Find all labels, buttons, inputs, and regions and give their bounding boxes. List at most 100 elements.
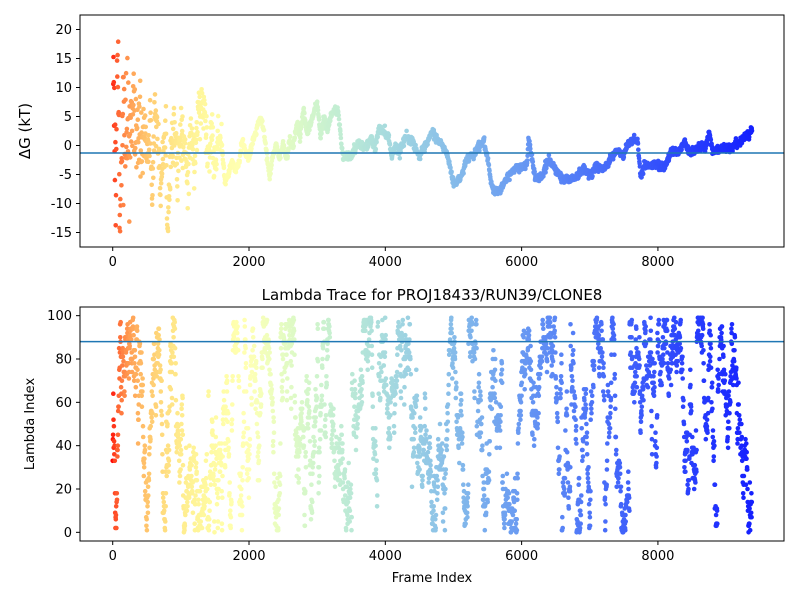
lambda-point xyxy=(428,469,434,475)
lambda-point xyxy=(292,337,297,342)
lambda-point xyxy=(565,480,571,485)
lambda-point xyxy=(363,328,368,334)
lambda-point xyxy=(282,369,287,375)
lambda-point xyxy=(422,395,428,401)
lambda-point xyxy=(246,467,252,472)
lambda-point xyxy=(374,478,380,483)
lambda-point xyxy=(276,527,281,533)
lambda-point xyxy=(302,512,307,518)
lambda-point xyxy=(476,384,482,390)
lambda-point xyxy=(260,356,265,362)
lambda-point xyxy=(163,504,168,509)
dg-point xyxy=(150,159,156,165)
dg-point xyxy=(221,165,227,171)
lambda-point xyxy=(481,480,487,485)
lambda-point xyxy=(443,486,448,492)
dg-point xyxy=(165,228,171,234)
lambda-point xyxy=(339,423,344,429)
lambda-point xyxy=(649,423,654,429)
lambda-point xyxy=(399,348,404,353)
lambda-point xyxy=(532,436,537,442)
dg-axes-frame xyxy=(79,14,785,248)
lambda-point xyxy=(576,482,581,488)
lambda-point xyxy=(554,384,559,390)
lambda-point xyxy=(372,439,378,444)
lambda-point xyxy=(240,504,245,509)
lambda-point xyxy=(112,443,117,449)
lambda-point xyxy=(246,475,251,481)
lambda-point xyxy=(327,324,332,329)
lambda-point xyxy=(411,449,417,455)
lambda-point xyxy=(316,480,322,485)
lambda-point xyxy=(353,447,359,453)
lambda-point xyxy=(243,389,249,394)
lambda-point xyxy=(648,328,654,334)
lambda-point xyxy=(554,410,560,416)
lambda-point xyxy=(516,426,521,431)
dg-point xyxy=(219,142,225,148)
lambda-point xyxy=(271,471,277,477)
lambda-point xyxy=(343,527,349,533)
dg-point xyxy=(163,118,168,123)
lambda-point xyxy=(500,480,505,485)
dg-point xyxy=(307,127,312,133)
lambda-point xyxy=(131,326,136,332)
lambda-point xyxy=(299,406,305,412)
dg-point xyxy=(124,126,130,132)
dg-point xyxy=(447,159,452,164)
dg-point xyxy=(336,116,342,122)
lambda-point xyxy=(193,452,199,457)
lambda-point xyxy=(571,361,576,366)
lambda-point xyxy=(206,527,212,533)
dg-point xyxy=(114,146,119,152)
lambda-point xyxy=(583,406,589,412)
lambda-point xyxy=(454,384,459,390)
lambda-point xyxy=(140,423,146,429)
lambda-point xyxy=(472,356,478,362)
lambda-point xyxy=(469,322,475,327)
lambda-point xyxy=(148,423,153,429)
lambda-point xyxy=(140,389,145,394)
lambda-point xyxy=(599,354,605,360)
lambda-point xyxy=(519,393,524,399)
lambda-point xyxy=(268,382,274,388)
lambda-point xyxy=(599,328,604,334)
lambda-point xyxy=(423,406,428,412)
lambda-point xyxy=(365,358,371,364)
lambda-point xyxy=(349,514,355,520)
lambda-point xyxy=(608,380,614,386)
lambda-point xyxy=(224,389,230,394)
lambda-point xyxy=(226,439,231,444)
x-tick-label: 8000 xyxy=(641,255,674,270)
lambda-point xyxy=(611,332,617,338)
lambda-point xyxy=(312,423,318,429)
dg-point xyxy=(175,198,180,203)
lambda-point xyxy=(270,400,275,405)
lambda-point xyxy=(649,408,654,414)
lambda-point xyxy=(486,469,492,475)
dg-point xyxy=(141,106,146,112)
lambda-point xyxy=(639,408,644,414)
lambda-point xyxy=(522,367,528,373)
lambda-point xyxy=(157,363,163,368)
lambda-point xyxy=(450,376,455,381)
lambda-point xyxy=(391,430,397,436)
lambda-point xyxy=(612,376,617,381)
lambda-point xyxy=(166,447,172,453)
dg-point xyxy=(336,113,342,118)
lambda-point xyxy=(442,491,447,496)
dg-point xyxy=(285,153,291,159)
lambda-point xyxy=(486,478,492,483)
lambda-point xyxy=(255,454,260,459)
lambda-point xyxy=(408,356,413,362)
dg-point xyxy=(171,111,177,117)
lambda-point xyxy=(144,517,149,522)
dg-point xyxy=(182,140,188,146)
lambda-point xyxy=(215,525,221,531)
lambda-point xyxy=(518,400,524,405)
lambda-point xyxy=(322,423,328,429)
lambda-point xyxy=(555,415,560,420)
lambda-point xyxy=(174,449,179,455)
lambda-point xyxy=(136,402,141,407)
